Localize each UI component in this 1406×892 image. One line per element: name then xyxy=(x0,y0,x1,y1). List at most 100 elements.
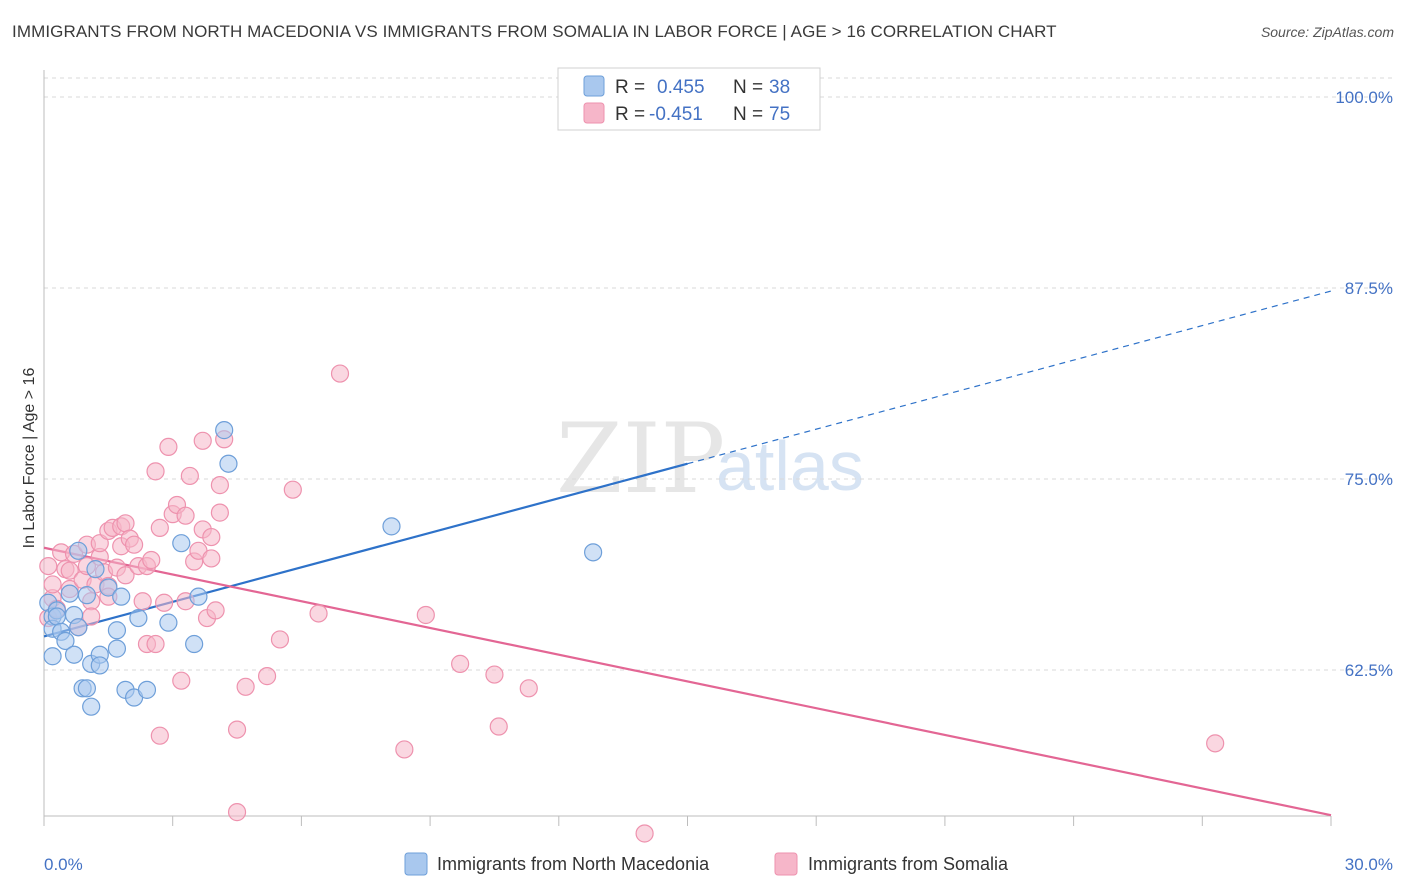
somalia-point-41 xyxy=(159,437,178,457)
north-macedonia-point-3 xyxy=(43,647,62,666)
somalia-point-27 xyxy=(116,514,135,533)
series-north-macedonia-points xyxy=(39,421,603,716)
north-macedonia-point-15 xyxy=(77,679,97,698)
y-tick-label-0: 62.5% xyxy=(1345,661,1393,680)
series-legend-swatch-pink xyxy=(774,852,798,876)
trend-line-somalia xyxy=(43,546,1332,817)
y-axis-title: In Labor Force | Age > 16 xyxy=(21,368,38,549)
north-macedonia-point-32 xyxy=(189,587,208,606)
somalia-point-59 xyxy=(227,720,247,739)
north-macedonia-point-22 xyxy=(107,621,127,640)
north-macedonia-point-33 xyxy=(215,421,234,440)
somalia-point-7 xyxy=(60,561,79,580)
chart-title: IMMIGRANTS FROM NORTH MACEDONIA VS IMMIG… xyxy=(12,22,1057,41)
somalia-point-61 xyxy=(236,677,255,696)
somalia-point-40 xyxy=(155,593,174,612)
somalia-point-56 xyxy=(210,503,229,522)
x-tick-label-max: 30.0% xyxy=(1345,855,1393,874)
series-legend-label-pink: Immigrants from Somalia xyxy=(808,854,1009,874)
x-tick-label-min: 0.0% xyxy=(44,855,83,874)
somalia-point-38 xyxy=(150,518,169,537)
somalia-point-53 xyxy=(202,527,221,547)
legend-r-label-pink: R = xyxy=(615,104,645,125)
somalia-point-28 xyxy=(116,566,135,585)
somalia-point-70 xyxy=(485,665,504,684)
somalia-point-73 xyxy=(635,824,654,843)
watermark-atlas: atlas xyxy=(716,427,864,505)
legend-n-label-blue: N = xyxy=(733,77,763,98)
somalia-point-0 xyxy=(39,556,58,576)
north-macedonia-point-27 xyxy=(129,608,148,628)
chart-source: Source: ZipAtlas.com xyxy=(1260,24,1394,40)
north-macedonia-point-12 xyxy=(69,618,88,637)
somalia-point-36 xyxy=(146,634,165,654)
north-macedonia-point-20 xyxy=(90,656,109,675)
north-macedonia-point-35 xyxy=(382,517,401,536)
somalia-point-60 xyxy=(227,803,247,822)
north-macedonia-point-16 xyxy=(82,697,101,716)
north-macedonia-point-34 xyxy=(219,454,238,473)
somalia-point-71 xyxy=(489,717,508,736)
somalia-point-47 xyxy=(180,466,199,486)
somalia-point-66 xyxy=(330,364,350,383)
x-ticks xyxy=(43,816,1332,826)
legend-r-value-blue: 0.455 xyxy=(657,77,705,98)
legend-r-value-pink: -0.451 xyxy=(649,104,703,125)
north-macedonia-point-10 xyxy=(64,645,84,664)
stats-legend: R = 0.455 N = 38 R = -0.451 N = 75 xyxy=(557,67,821,131)
somalia-point-46 xyxy=(176,506,195,525)
somalia-point-65 xyxy=(309,604,328,623)
north-macedonia-point-23 xyxy=(107,639,127,658)
somalia-point-39 xyxy=(150,726,169,745)
legend-swatch-pink xyxy=(583,102,605,124)
north-macedonia-point-31 xyxy=(185,634,204,654)
north-macedonia-point-28 xyxy=(137,680,157,699)
y-tick-label-3: 100.0% xyxy=(1335,88,1393,107)
somalia-point-63 xyxy=(270,630,290,649)
north-macedonia-point-14 xyxy=(77,586,97,605)
y-tick-label-1: 75.0% xyxy=(1345,470,1393,489)
north-macedonia-point-8 xyxy=(60,584,79,603)
somalia-point-68 xyxy=(416,605,435,625)
north-macedonia-point-36 xyxy=(584,543,603,562)
series-legend-label-blue: Immigrants from North Macedonia xyxy=(437,854,710,874)
north-macedonia-point-29 xyxy=(159,613,178,632)
somalia-point-37 xyxy=(146,462,165,481)
north-macedonia-point-11 xyxy=(69,541,88,560)
somalia-point-57 xyxy=(210,476,229,495)
north-macedonia-point-21 xyxy=(99,578,118,597)
somalia-point-67 xyxy=(395,740,414,759)
somalia-point-51 xyxy=(193,431,212,450)
somalia-point-74 xyxy=(1206,734,1225,753)
somalia-point-55 xyxy=(206,601,225,620)
somalia-point-44 xyxy=(172,671,191,690)
somalia-point-72 xyxy=(519,679,538,698)
y-tick-labels: 62.5% 75.0% 87.5% 100.0% xyxy=(1335,88,1393,680)
somalia-point-3 xyxy=(43,575,62,594)
somalia-point-54 xyxy=(202,549,221,568)
legend-n-value-pink: 75 xyxy=(769,104,790,125)
somalia-point-64 xyxy=(283,480,302,499)
y-tick-label-2: 87.5% xyxy=(1345,279,1393,298)
somalia-point-32 xyxy=(133,592,152,611)
trend-lines xyxy=(43,290,1332,817)
legend-swatch-blue xyxy=(583,75,605,97)
legend-n-label-pink: N = xyxy=(733,104,763,125)
north-macedonia-point-5 xyxy=(47,607,66,626)
north-macedonia-point-24 xyxy=(112,587,131,606)
watermark-zip: ZIP xyxy=(556,403,725,515)
series-legend-swatch-blue xyxy=(404,852,428,876)
somalia-point-30 xyxy=(124,535,144,554)
legend-n-value-blue: 38 xyxy=(769,77,790,98)
north-macedonia-point-30 xyxy=(172,534,191,553)
north-macedonia-point-18 xyxy=(86,560,105,579)
series-legend: Immigrants from North Macedonia Immigran… xyxy=(404,852,1009,876)
north-macedonia-point-7 xyxy=(56,631,75,651)
legend-r-label-blue: R = xyxy=(615,77,645,98)
somalia-point-69 xyxy=(451,654,470,673)
trend-line-north-macedonia xyxy=(43,462,688,638)
somalia-point-35 xyxy=(142,550,161,570)
trend-line-north-macedonia-extension xyxy=(687,290,1332,465)
somalia-point-62 xyxy=(257,667,277,686)
